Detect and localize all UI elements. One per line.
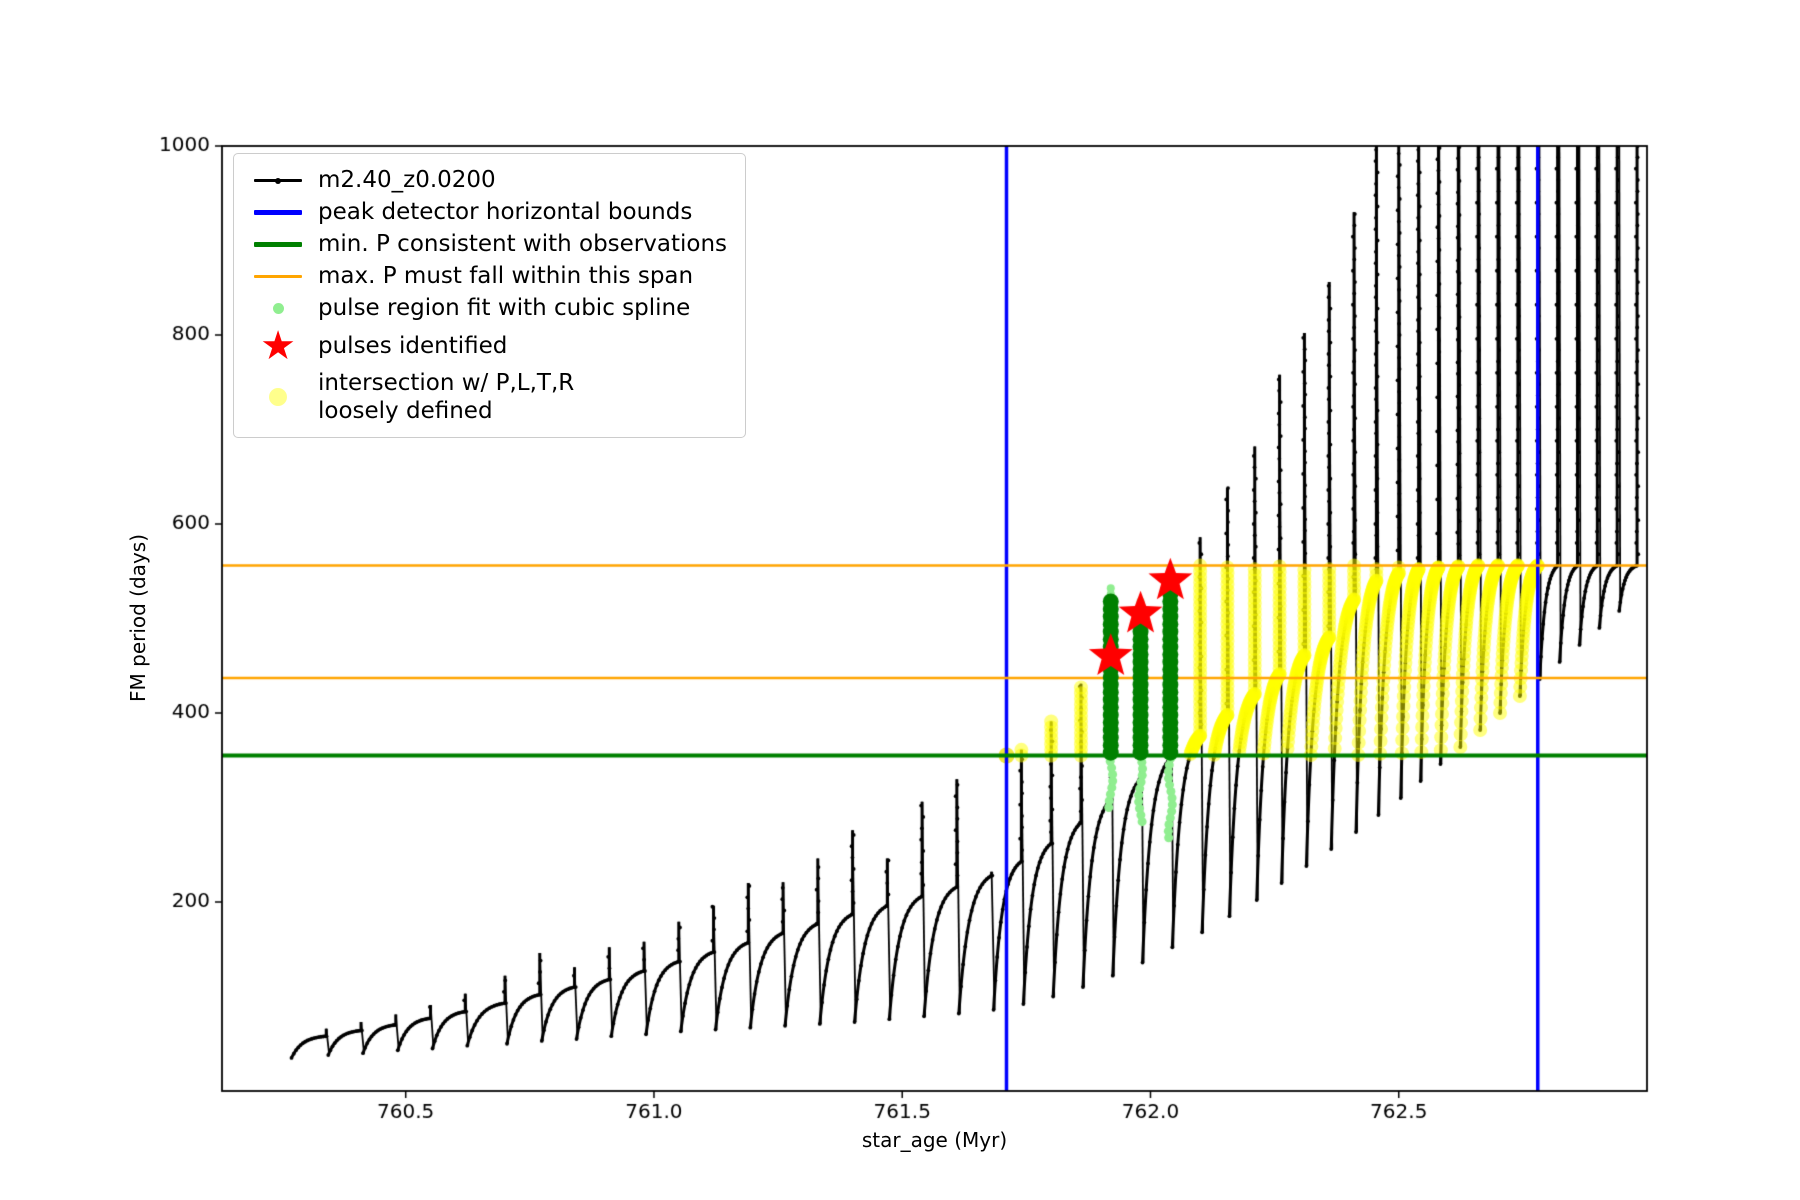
legend-label: peak detector horizontal bounds: [318, 199, 693, 226]
green-line-icon: [252, 242, 304, 247]
y-axis-label: FM period (days): [126, 534, 150, 702]
legend: m2.40_z0.0200 peak detector horizontal b…: [233, 153, 747, 439]
legend-entry-spline: pulse region fit with cubic spline: [252, 294, 727, 323]
legend-label: min. P consistent with observations: [318, 231, 728, 258]
yellow-dot-icon: [252, 388, 304, 407]
legend-entry-peak-bounds: peak detector horizontal bounds: [252, 198, 727, 227]
legend-entry-pulses: ★ pulses identified: [252, 326, 727, 366]
x-axis-label: star_age (Myr): [861, 1128, 1008, 1152]
orange-line-icon: [252, 275, 304, 278]
track-line-icon: [252, 177, 304, 184]
lightgreen-dot-icon: [252, 303, 304, 314]
red-star-icon: ★: [260, 323, 296, 369]
legend-label: max. P must fall within this span: [318, 263, 694, 290]
legend-entry-track: m2.40_z0.0200: [252, 166, 727, 195]
blue-line-icon: [252, 210, 304, 215]
legend-label: pulse region fit with cubic spline: [318, 295, 691, 322]
legend-label: intersection w/ P,L,T,R loosely defined: [318, 370, 575, 425]
legend-label: m2.40_z0.0200: [318, 167, 496, 194]
legend-entry-max-p: max. P must fall within this span: [252, 262, 727, 291]
legend-entry-intersection: intersection w/ P,L,T,R loosely defined: [252, 369, 727, 425]
legend-entry-min-p: min. P consistent with observations: [252, 230, 727, 259]
legend-label: pulses identified: [318, 332, 508, 359]
